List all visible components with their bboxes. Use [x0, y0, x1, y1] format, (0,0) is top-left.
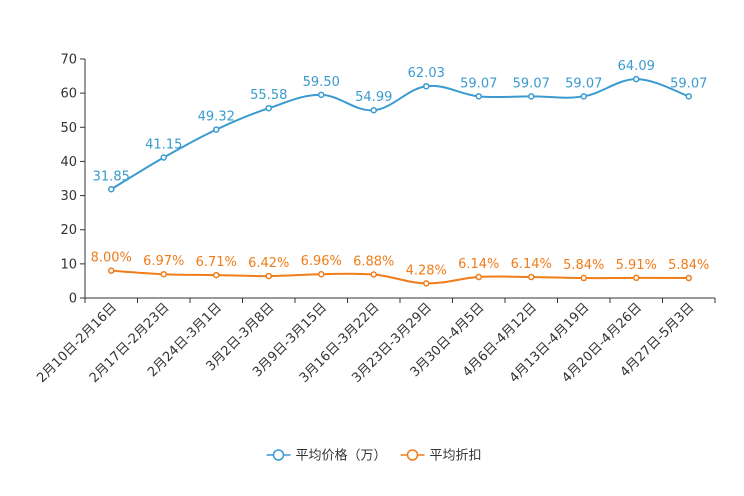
y-tick-label: 20 — [60, 223, 77, 238]
series-lines — [110, 78, 690, 285]
series-1-point[interactable] — [318, 91, 325, 99]
series-1-data-label: 54.99 — [355, 90, 392, 105]
series-2-data-label: 6.96% — [301, 254, 342, 269]
series-2-point[interactable] — [633, 274, 640, 282]
series-1-data-label: 31.85 — [93, 169, 130, 184]
series-1-point[interactable] — [633, 75, 640, 83]
y-tick-label: 60 — [60, 87, 77, 102]
legend-item-2[interactable]: 平均折扣 — [400, 449, 482, 464]
y-tick-label: 0 — [69, 292, 77, 307]
series-2-data-label: 6.97% — [143, 254, 184, 269]
series-1-point[interactable] — [685, 93, 692, 100]
series-1-data-label: 41.15 — [145, 138, 182, 153]
y-tick-label: 70 — [60, 53, 77, 68]
series-2-data-label: 5.84% — [668, 258, 709, 273]
series-2-point[interactable] — [475, 273, 482, 281]
series-1-data-label: 59.07 — [565, 76, 602, 91]
y-tick-label: 40 — [60, 155, 77, 170]
series-1-data-label: 64.09 — [618, 59, 655, 74]
series-2-point[interactable] — [580, 274, 587, 282]
series-2-data-label: 5.84% — [563, 258, 604, 273]
series-1-point[interactable] — [475, 93, 482, 100]
legend-marker-icon — [406, 449, 419, 461]
series-1-data-label: 55.58 — [250, 88, 287, 103]
series-1-data-label: 62.03 — [408, 66, 445, 81]
series-line-2 — [111, 269, 689, 285]
series-1-point[interactable] — [528, 93, 535, 100]
series-2-data-label: 6.14% — [511, 257, 552, 272]
series-2-data-label: 6.42% — [248, 256, 289, 271]
series-1-data-label: 59.07 — [460, 76, 497, 91]
series-line-1 — [110, 78, 690, 191]
series-1-point[interactable] — [423, 82, 430, 90]
y-tick-label: 50 — [60, 121, 77, 136]
series-2-point[interactable] — [318, 270, 325, 278]
series-2-point[interactable] — [423, 280, 430, 287]
y-tick-label: 30 — [60, 189, 77, 204]
series-2-point[interactable] — [370, 271, 377, 278]
data-labels: 31.85 41.15 49.32 55.58 59.50 54.99 62.03 59.07… — [91, 59, 710, 278]
legend-label: 平均折扣 — [430, 449, 482, 464]
series-2-point[interactable] — [265, 272, 272, 280]
series-2-point[interactable] — [213, 271, 220, 279]
series-1-point[interactable] — [213, 126, 220, 133]
series-1-point[interactable] — [580, 93, 587, 100]
series-2-data-label: 6.88% — [353, 255, 394, 270]
series-1-point[interactable] — [160, 154, 167, 161]
series-2-point[interactable] — [685, 274, 692, 282]
series-2-point[interactable] — [528, 273, 535, 281]
series-1-data-label: 59.50 — [303, 75, 340, 90]
series-1-data-label: 59.07 — [670, 76, 707, 91]
series-2-data-label: 4.28% — [406, 263, 447, 278]
series-2-point[interactable] — [108, 267, 115, 274]
series-1-data-label: 49.32 — [198, 110, 235, 125]
legend-item-1[interactable]: 平均价格（万） — [266, 448, 387, 464]
y-tick-label: 10 — [60, 257, 77, 272]
legend[interactable]: 平均价格（万） 平均折扣 — [266, 448, 482, 464]
series-2-data-label: 8.00% — [91, 251, 132, 266]
legend-marker-icon — [272, 449, 285, 461]
series-points — [108, 75, 692, 287]
series-1-point[interactable] — [265, 104, 272, 112]
series-1-point[interactable] — [108, 186, 115, 193]
series-1-point[interactable] — [370, 106, 377, 114]
legend-label: 平均价格（万） — [295, 448, 386, 464]
series-1-data-label: 59.07 — [513, 76, 550, 91]
series-2-data-label: 6.71% — [196, 255, 237, 270]
series-2-point[interactable] — [160, 270, 167, 278]
series-2-data-label: 5.91% — [616, 258, 657, 273]
series-2-data-label: 6.14% — [458, 257, 499, 272]
